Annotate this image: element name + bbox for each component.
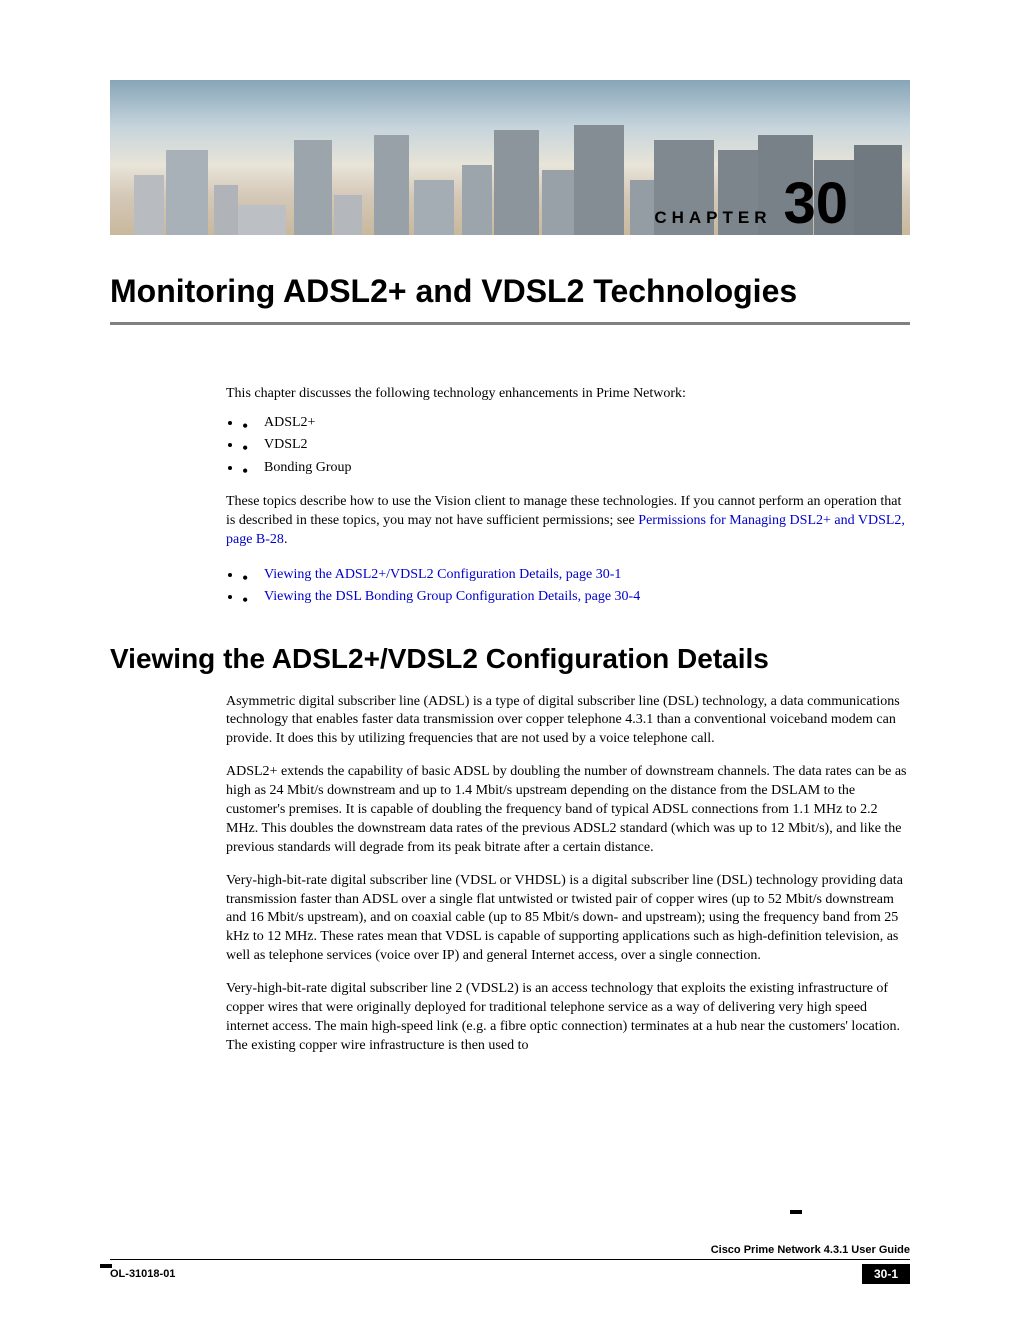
list-item: Viewing the DSL Bonding Group Configurat… <box>242 586 910 608</box>
intro-paragraph: This chapter discusses the following tec… <box>226 385 910 404</box>
footer-tick-right <box>790 1210 802 1214</box>
section-link[interactable]: Viewing the DSL Bonding Group Configurat… <box>264 589 640 604</box>
chapter-number: 30 <box>783 175 848 233</box>
section-link[interactable]: Viewing the ADSL2+/VDSL2 Configuration D… <box>264 567 621 582</box>
chapter-banner: CHAPTER 30 <box>110 80 910 235</box>
chapter-title: Monitoring ADSL2+ and VDSL2 Technologies <box>110 273 910 310</box>
chapter-label: CHAPTER <box>654 208 771 228</box>
topics-text-end: . <box>284 532 288 547</box>
footer-page-number: 30-1 <box>862 1264 910 1284</box>
title-underline <box>110 322 910 325</box>
page-footer: Cisco Prime Network 4.3.1 User Guide OL-… <box>110 1244 910 1285</box>
footer-tick-left <box>100 1264 112 1268</box>
list-item: Bonding Group <box>242 457 910 479</box>
list-item: VDSL2 <box>242 434 910 456</box>
intro-bullet-list: ADSL2+ VDSL2 Bonding Group <box>242 412 910 479</box>
topics-paragraph: These topics describe how to use the Vis… <box>226 493 910 550</box>
list-item: Viewing the ADSL2+/VDSL2 Configuration D… <box>242 564 910 586</box>
body-paragraph: Very-high-bit-rate digital subscriber li… <box>226 872 910 966</box>
body-paragraph: Very-high-bit-rate digital subscriber li… <box>226 980 910 1056</box>
chapter-label-overlay: CHAPTER 30 <box>654 175 848 233</box>
body-paragraph: Asymmetric digital subscriber line (ADSL… <box>226 693 910 750</box>
link-bullet-list: Viewing the ADSL2+/VDSL2 Configuration D… <box>242 564 910 609</box>
section-heading: Viewing the ADSL2+/VDSL2 Configuration D… <box>110 643 910 675</box>
footer-doc-id: OL-31018-01 <box>110 1268 175 1280</box>
body-paragraph: ADSL2+ extends the capability of basic A… <box>226 763 910 857</box>
footer-rule <box>110 1259 910 1261</box>
footer-guide-title: Cisco Prime Network 4.3.1 User Guide <box>110 1244 910 1256</box>
list-item: ADSL2+ <box>242 412 910 434</box>
